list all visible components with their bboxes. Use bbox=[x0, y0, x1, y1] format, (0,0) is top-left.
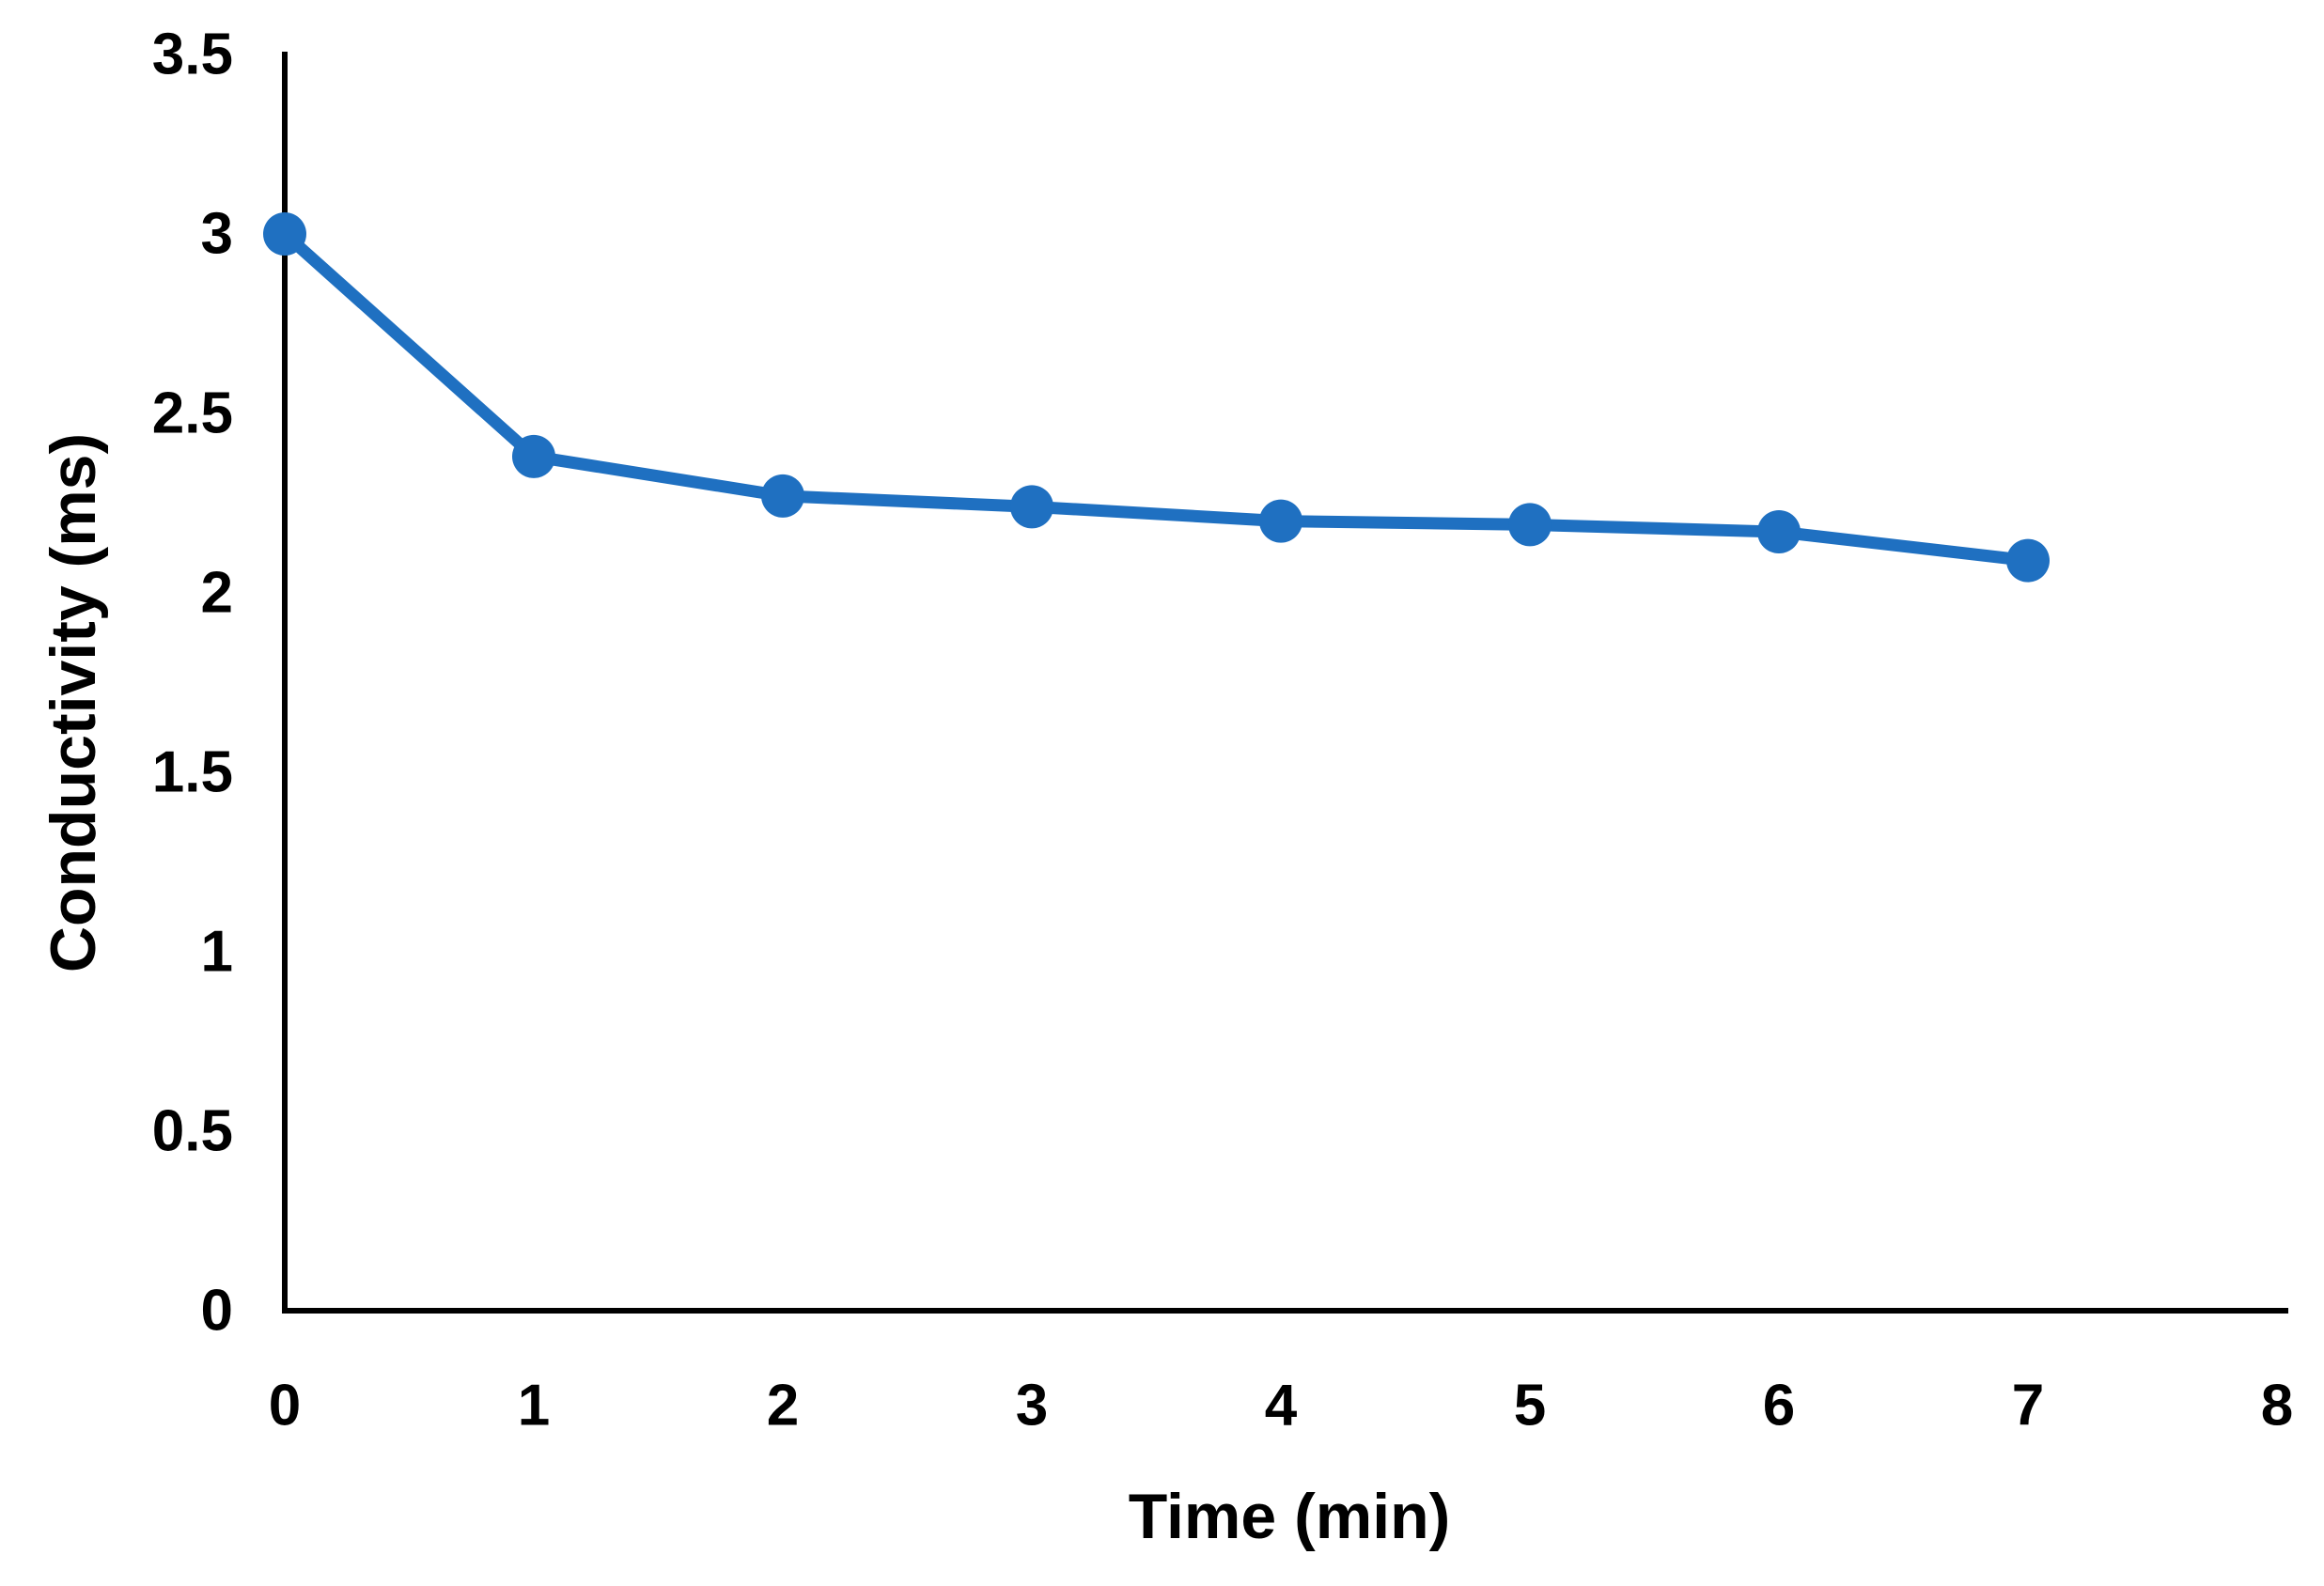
x-tick-label: 7 bbox=[2012, 1374, 2044, 1438]
x-tick-label: 3 bbox=[1016, 1374, 1048, 1438]
y-tick-label: 1.5 bbox=[152, 740, 233, 805]
y-tick-label: 1 bbox=[201, 920, 233, 985]
data-point-marker bbox=[1757, 510, 1801, 554]
y-tick-label: 2 bbox=[201, 561, 233, 626]
y-tick-label: 3.5 bbox=[152, 23, 233, 87]
data-point-marker bbox=[761, 474, 804, 518]
x-tick-label: 6 bbox=[1763, 1374, 1795, 1438]
data-point-marker bbox=[1508, 503, 1552, 547]
y-tick-label: 0 bbox=[201, 1279, 233, 1344]
data-point-marker bbox=[512, 434, 555, 478]
x-tick-label: 5 bbox=[1514, 1374, 1546, 1438]
data-point-marker bbox=[263, 212, 306, 256]
x-tick-label: 0 bbox=[269, 1374, 301, 1438]
y-tick-label: 3 bbox=[201, 202, 233, 267]
y-axis-title: Conductivity (ms) bbox=[38, 432, 109, 973]
data-point-marker bbox=[1010, 485, 1053, 529]
y-tick-label: 0.5 bbox=[152, 1099, 233, 1164]
series-line bbox=[278, 227, 2035, 568]
x-axis-title: Time (min) bbox=[1128, 1481, 1451, 1552]
data-point-marker bbox=[1259, 499, 1302, 543]
data-point-marker bbox=[2006, 538, 2050, 583]
x-tick-label: 1 bbox=[518, 1374, 550, 1438]
x-tick-label: 8 bbox=[2261, 1374, 2293, 1438]
x-tick-label: 4 bbox=[1265, 1374, 1298, 1438]
x-tick-label: 2 bbox=[767, 1374, 799, 1438]
y-tick-label: 2.5 bbox=[152, 381, 233, 446]
